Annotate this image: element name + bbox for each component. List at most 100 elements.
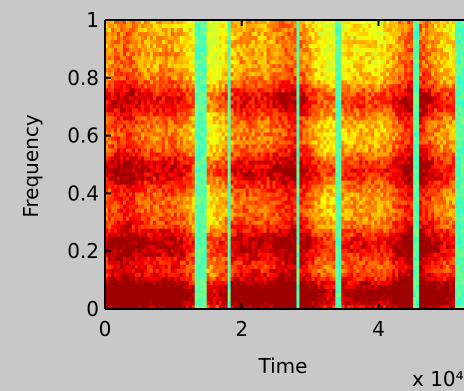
heatmap-cell	[125, 32, 130, 37]
heatmap-cell	[281, 204, 286, 210]
heatmap-cell	[191, 72, 196, 77]
heatmap-cell	[260, 288, 265, 294]
heatmap-cell	[284, 20, 289, 25]
heatmap-cell	[188, 200, 193, 206]
heatmap-cell	[266, 208, 271, 214]
heatmap-cell	[137, 24, 142, 29]
heatmap-cell	[269, 284, 274, 290]
heatmap-cell	[158, 156, 163, 162]
heatmap-cell	[275, 140, 280, 146]
heatmap-cell	[302, 300, 307, 306]
heatmap-cell	[155, 212, 160, 218]
heatmap-cell	[224, 168, 229, 174]
heatmap-cell	[191, 184, 196, 190]
heatmap-cell	[131, 208, 136, 214]
heatmap-cell	[281, 176, 286, 182]
heatmap-cell	[221, 112, 226, 117]
heatmap-cell	[110, 300, 115, 306]
heatmap-cell	[113, 60, 118, 65]
heatmap-cell	[158, 236, 163, 242]
heatmap-cell	[296, 156, 301, 162]
heatmap-cell	[125, 188, 130, 194]
heatmap-cell	[302, 84, 307, 89]
heatmap-cell	[179, 96, 184, 101]
heatmap-cell	[179, 92, 184, 97]
heatmap-cell	[275, 112, 280, 117]
heatmap-cell	[212, 100, 217, 105]
heatmap-cell	[113, 28, 118, 33]
heatmap-cell	[191, 228, 196, 234]
heatmap-cell	[263, 60, 268, 65]
heatmap-cell	[188, 232, 193, 238]
heatmap-cell	[299, 160, 304, 166]
heatmap-cell	[173, 252, 178, 258]
heatmap-cell	[290, 256, 295, 262]
heatmap-cell	[200, 144, 205, 150]
heatmap-cell	[257, 184, 262, 190]
heatmap-cell	[230, 140, 235, 146]
heatmap-cell	[191, 148, 196, 154]
heatmap-cell	[173, 240, 178, 246]
heatmap-cell	[260, 116, 265, 121]
heatmap-cell	[161, 196, 166, 202]
heatmap-cell	[266, 112, 271, 117]
heatmap-cell	[170, 180, 175, 186]
heatmap-cell	[170, 112, 175, 117]
heatmap-cell	[299, 220, 304, 226]
heatmap-cell	[191, 272, 196, 278]
heatmap-cell	[164, 184, 169, 190]
heatmap-cell	[188, 28, 193, 33]
heatmap-cell	[125, 208, 130, 214]
heatmap-cell	[116, 232, 121, 238]
heatmap-cell	[239, 100, 244, 105]
heatmap-cell	[236, 156, 241, 162]
heatmap-cell	[176, 292, 181, 298]
heatmap-cell	[302, 104, 307, 109]
heatmap-cell	[221, 72, 226, 77]
heatmap-cell	[143, 236, 148, 242]
heatmap-cell	[266, 52, 271, 57]
heatmap-cell	[278, 124, 283, 129]
heatmap-cell	[305, 184, 310, 190]
heatmap-cell	[152, 196, 157, 202]
heatmap-cell	[200, 200, 205, 206]
heatmap-cell	[209, 24, 214, 29]
heatmap-cell	[179, 172, 184, 178]
heatmap-cell	[296, 112, 301, 117]
heatmap-cell	[188, 44, 193, 49]
heatmap-cell	[245, 208, 250, 214]
heatmap-cell	[308, 88, 313, 93]
heatmap-cell	[269, 168, 274, 174]
heatmap-cell	[164, 108, 169, 113]
heatmap-cell	[221, 176, 226, 182]
heatmap-cell	[281, 96, 286, 101]
heatmap-cell	[278, 240, 283, 246]
heatmap-cell	[194, 176, 199, 182]
heatmap-cell	[128, 44, 133, 49]
heatmap-cell	[209, 188, 214, 194]
heatmap-cell	[146, 40, 151, 45]
heatmap-cell	[167, 160, 172, 166]
heatmap-cell	[212, 36, 217, 41]
heatmap-cell	[251, 108, 256, 113]
heatmap-cell	[164, 52, 169, 57]
heatmap-cell	[185, 184, 190, 190]
heatmap-cell	[242, 112, 247, 117]
heatmap-cell	[224, 144, 229, 150]
heatmap-cell	[203, 104, 208, 109]
heatmap-cell	[122, 116, 127, 121]
heatmap-cell	[105, 100, 109, 105]
heatmap-cell	[302, 148, 307, 154]
heatmap-cell	[308, 188, 313, 194]
heatmap-cell	[155, 236, 160, 242]
heatmap-cell	[158, 284, 163, 290]
heatmap-cell	[227, 300, 232, 306]
heatmap-cell	[107, 64, 112, 69]
heatmap-cell	[239, 92, 244, 97]
heatmap-cell	[119, 180, 124, 186]
heatmap-cell	[212, 304, 217, 309]
heatmap-cell	[179, 300, 184, 306]
heatmap-cell	[200, 28, 205, 33]
heatmap-cell	[209, 76, 214, 81]
heatmap-cell	[146, 172, 151, 178]
